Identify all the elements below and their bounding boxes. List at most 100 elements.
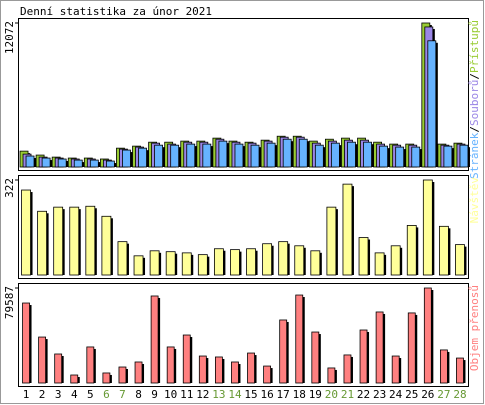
chart-title: Denní statistika za únor 2021 [20, 5, 212, 18]
bar [347, 141, 356, 168]
bar [423, 287, 432, 384]
y-tick-label: 322 [3, 178, 16, 198]
legend-entry: Objem přenosů [468, 285, 481, 371]
bar [37, 210, 48, 276]
bar [391, 355, 400, 384]
x-tick-label: 12 [196, 388, 209, 401]
bar [150, 295, 159, 384]
legend-entry: Přístupů [468, 20, 481, 73]
bar [459, 144, 469, 168]
x-tick-label: 21 [341, 388, 354, 401]
bar [134, 361, 143, 384]
bar [263, 365, 272, 384]
bar [186, 143, 196, 168]
x-tick-label: 7 [119, 388, 126, 401]
x-tick-label: 17 [277, 388, 290, 401]
bar [330, 142, 340, 168]
x-tick-label: 11 [180, 388, 193, 401]
bar [427, 40, 437, 168]
bar [22, 302, 30, 384]
bar [407, 312, 416, 384]
bar [411, 146, 421, 168]
bar [213, 248, 224, 276]
bar [85, 205, 96, 276]
x-tick-label: 28 [453, 388, 466, 401]
bar [342, 183, 353, 276]
bar [282, 138, 292, 168]
bar [246, 248, 256, 276]
legend-entry: Stránek [468, 132, 481, 179]
x-tick-label: 26 [421, 388, 434, 401]
bar [262, 243, 273, 276]
bar [181, 252, 192, 276]
bar [422, 179, 433, 276]
y-tick-label: 12072 [3, 21, 16, 54]
x-tick-label: 27 [437, 388, 450, 401]
x-tick-label: 14 [228, 388, 242, 401]
x-tick-label: 24 [389, 388, 403, 401]
bar [89, 159, 99, 168]
bar [234, 143, 244, 168]
bar [455, 244, 465, 276]
bar [170, 144, 180, 168]
bar [218, 140, 228, 168]
bar [406, 225, 417, 276]
bar [149, 250, 160, 276]
bar [439, 349, 448, 384]
bar [70, 374, 79, 384]
bar [327, 367, 336, 384]
bar [294, 245, 305, 276]
bar [122, 149, 131, 168]
bar [138, 147, 147, 168]
bar [358, 237, 369, 276]
x-tick-label: 6 [103, 388, 110, 401]
x-tick-label: 13 [212, 388, 225, 401]
bar [363, 141, 372, 168]
bar [231, 361, 239, 384]
bar [117, 241, 128, 276]
legend-entry: Souborů [468, 80, 481, 126]
x-tick-label: 4 [71, 388, 78, 401]
bar [343, 354, 352, 384]
bar [105, 160, 115, 168]
x-tick-label: 3 [55, 388, 62, 401]
bar [279, 319, 288, 384]
bar [295, 294, 304, 384]
bar [310, 250, 321, 276]
bar [41, 157, 51, 168]
bar [230, 249, 240, 276]
bar [154, 144, 164, 168]
y-tick-label: 79587 [3, 286, 16, 319]
bar [182, 334, 191, 384]
bar [266, 142, 276, 168]
bar [198, 355, 207, 384]
x-tick-label: 9 [151, 388, 158, 401]
bar [375, 311, 384, 384]
bar [443, 145, 453, 168]
x-tick-label: 22 [357, 388, 370, 401]
x-tick-label: 18 [293, 388, 306, 401]
bar [326, 206, 337, 276]
bar [118, 366, 127, 384]
legend-separator: / [468, 126, 481, 133]
bar [25, 155, 35, 168]
x-tick-label: 5 [87, 388, 94, 401]
legend-separator: / [468, 73, 481, 80]
bar [278, 241, 289, 276]
bar [166, 346, 175, 384]
bar [395, 146, 405, 168]
bar [456, 357, 464, 384]
legend: Návštěv [468, 177, 481, 224]
bar [298, 138, 308, 168]
legend: Stránek/Souborů/Přístupů [468, 20, 481, 179]
bar [247, 352, 255, 384]
x-tick-label: 1 [23, 388, 30, 401]
bar [69, 206, 80, 276]
bar [101, 215, 112, 276]
bar [250, 144, 260, 168]
bar [314, 144, 324, 168]
bar [86, 346, 95, 384]
x-tick-label: 15 [244, 388, 257, 401]
legend-entry: Návštěv [468, 177, 481, 224]
bar [38, 336, 47, 384]
